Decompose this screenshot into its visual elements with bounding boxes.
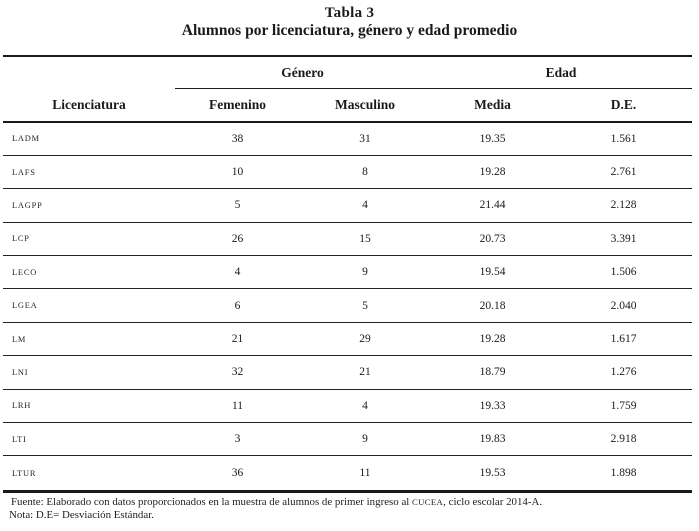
- cell-masculino: 11: [359, 467, 371, 480]
- column-header-masculino: Masculino: [334, 96, 395, 112]
- column-header-row: Licenciatura Femenino Masculino Media D.…: [3, 89, 692, 123]
- cell-media: 21.44: [479, 199, 506, 212]
- cell-masculino: 31: [359, 132, 371, 145]
- cell-licenciatura: LAGPP: [12, 200, 43, 210]
- footnotes: Fuente: Elaborado con datos proporcionad…: [9, 496, 693, 523]
- cell-masculino: 5: [362, 299, 368, 312]
- table-row: LECO 4 9 19.54 1.506: [3, 256, 692, 290]
- table-row: LTUR 36 11 19.53 1.898: [3, 456, 692, 489]
- cell-de: 2.918: [610, 433, 637, 446]
- abbreviation-note: Nota: D.E= Desviación Estándar.: [9, 509, 154, 522]
- spanner-rule: [175, 88, 692, 89]
- cell-femenino: 32: [231, 366, 244, 379]
- cell-de: 1.617: [610, 333, 637, 346]
- column-header-media: Media: [474, 96, 511, 112]
- cell-masculino: 8: [362, 166, 368, 179]
- cell-media: 20.18: [479, 299, 506, 312]
- table-title: Alumnos por licenciatura, género y edad …: [181, 22, 518, 39]
- cell-media: 20.73: [479, 232, 506, 245]
- source-note-org: CUCEA: [412, 497, 444, 507]
- cell-femenino: 11: [231, 399, 244, 412]
- source-note: Fuente: Elaborado con datos proporcionad…: [9, 496, 693, 509]
- cell-media: 18.79: [479, 366, 506, 379]
- cell-licenciatura: LNI: [12, 367, 29, 377]
- table-row: LM 21 29 19.28 1.617: [3, 323, 692, 357]
- table-row: LAGPP 5 4 21.44 2.128: [3, 189, 692, 223]
- cell-femenino: 26: [231, 232, 244, 245]
- cell-de: 1.506: [610, 266, 637, 279]
- cell-media: 19.28: [479, 166, 506, 179]
- cell-de: 1.898: [610, 467, 637, 480]
- cell-masculino: 9: [362, 433, 368, 446]
- cell-femenino: 10: [231, 166, 244, 179]
- cell-masculino: 29: [359, 333, 371, 346]
- cell-de: 2.761: [610, 166, 637, 179]
- title-block: Tabla 3 Alumnos por licenciatura, género…: [0, 4, 699, 39]
- column-header-de: D.E.: [610, 96, 637, 112]
- cell-licenciatura: LGEA: [12, 301, 38, 311]
- cell-de: 1.561: [610, 132, 637, 145]
- table-row: LCP 26 15 20.73 3.391: [3, 223, 692, 257]
- table-row: LTI 3 9 19.83 2.918: [3, 423, 692, 457]
- table-row: LNI 32 21 18.79 1.276: [3, 356, 692, 390]
- cell-masculino: 9: [362, 266, 368, 279]
- cell-de: 1.759: [610, 399, 637, 412]
- cell-femenino: 36: [231, 467, 244, 480]
- group-header-row: Género Edad: [3, 57, 692, 88]
- cell-media: 19.33: [479, 399, 506, 412]
- table-row: LGEA 6 5 20.18 2.040: [3, 289, 692, 323]
- cell-masculino: 4: [362, 399, 368, 412]
- column-header-femenino: Femenino: [209, 96, 266, 112]
- cell-de: 2.040: [610, 299, 637, 312]
- cell-media: 19.54: [479, 266, 506, 279]
- group-header-genero: Género: [281, 64, 324, 80]
- data-table: Género Edad Licenciatura Femenino Mascul…: [3, 55, 692, 493]
- cell-media: 19.53: [479, 467, 506, 480]
- cell-femenino: 38: [231, 132, 244, 145]
- cell-femenino: 5: [234, 199, 241, 212]
- cell-masculino: 4: [362, 199, 368, 212]
- cell-de: 1.276: [610, 366, 637, 379]
- table-row: LADM 38 31 19.35 1.561: [3, 123, 692, 156]
- cell-media: 19.28: [479, 333, 506, 346]
- cell-de: 2.128: [610, 199, 637, 212]
- cell-licenciatura: LM: [12, 334, 27, 344]
- cell-licenciatura: LCP: [12, 234, 30, 244]
- cell-licenciatura: LADM: [12, 134, 40, 144]
- table-row: LRH 11 4 19.33 1.759: [3, 390, 692, 424]
- cell-licenciatura: LTI: [12, 434, 27, 444]
- group-header-edad: Edad: [545, 64, 577, 80]
- source-note-text: Fuente: Elaborado con datos proporcionad…: [11, 496, 413, 508]
- source-note-suffix: , ciclo escolar 2014-A.: [443, 496, 543, 508]
- cell-femenino: 3: [234, 433, 241, 446]
- cell-media: 19.83: [479, 433, 506, 446]
- column-header-licenciatura: Licenciatura: [52, 96, 126, 112]
- cell-femenino: 6: [234, 299, 241, 312]
- cell-femenino: 4: [234, 266, 241, 279]
- cell-de: 3.391: [610, 232, 637, 245]
- cell-licenciatura: LECO: [12, 267, 38, 277]
- table-row: LAFS 10 8 19.28 2.761: [3, 156, 692, 190]
- cell-femenino: 21: [231, 333, 244, 346]
- cell-masculino: 15: [359, 232, 371, 245]
- cell-licenciatura: LRH: [12, 401, 32, 411]
- cell-licenciatura: LAFS: [12, 167, 36, 177]
- table-number: Tabla 3: [324, 5, 375, 21]
- cell-media: 19.35: [479, 132, 506, 145]
- cell-masculino: 21: [359, 366, 371, 379]
- cell-licenciatura: LTUR: [12, 468, 37, 478]
